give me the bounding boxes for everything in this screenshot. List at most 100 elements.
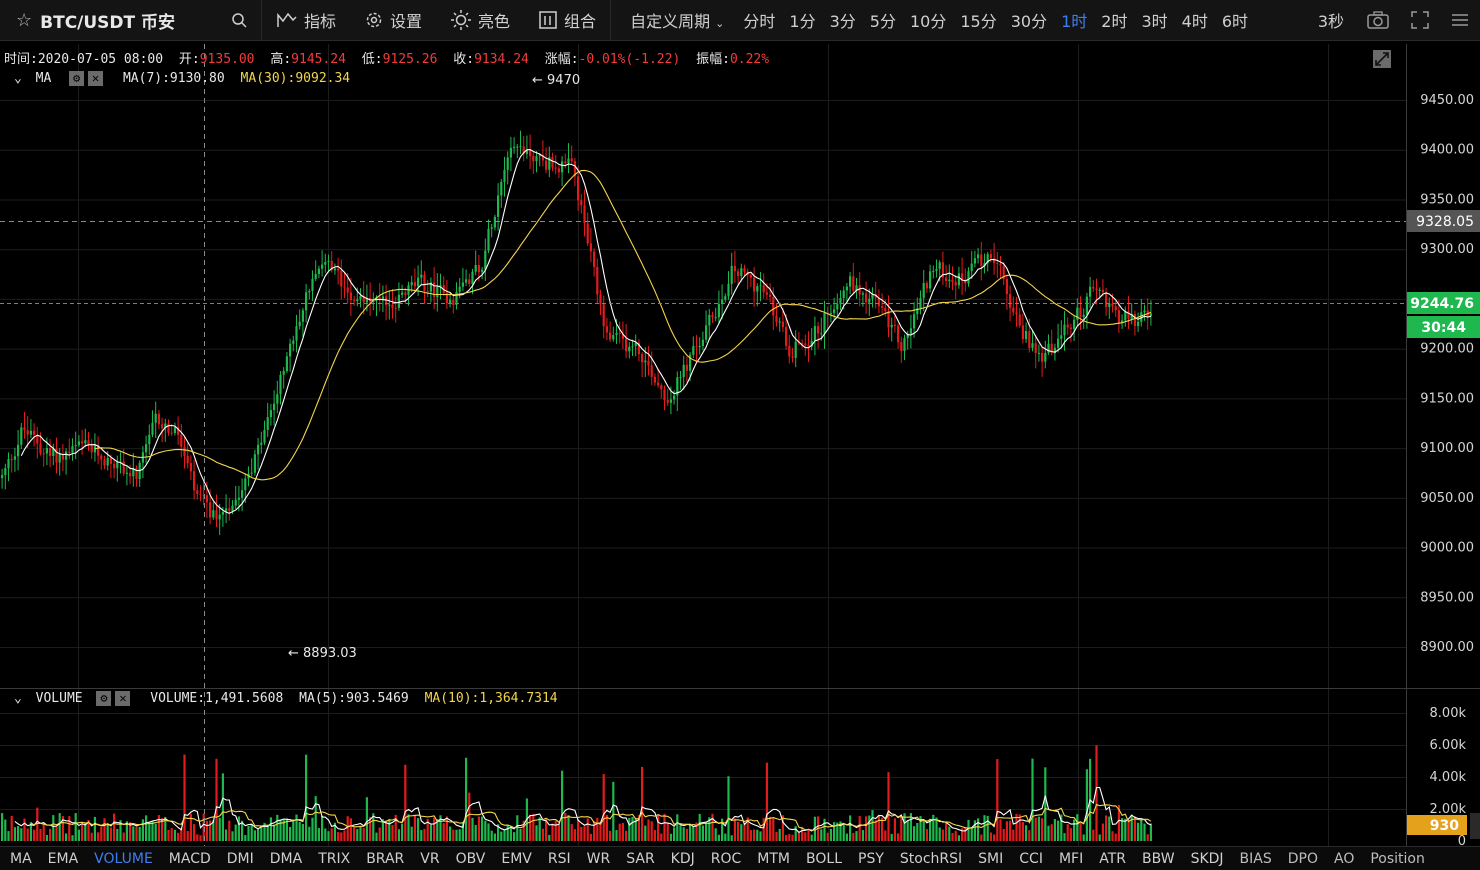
indicator-tab-emv[interactable]: EMV	[501, 850, 532, 867]
indicator-tab-dmi[interactable]: DMI	[226, 850, 254, 867]
candle-body	[29, 430, 32, 435]
volume-bar	[980, 834, 983, 841]
volume-bar	[932, 814, 935, 841]
candle-body	[250, 472, 253, 474]
candle-body	[689, 354, 692, 371]
candle	[743, 264, 746, 276]
indicator-tab-roc[interactable]: ROC	[710, 850, 742, 867]
volume-bar	[273, 824, 276, 841]
volume-close-icon[interactable]: ✕	[115, 691, 131, 706]
period-tab[interactable]: 15分	[960, 12, 997, 31]
indicator-tab-dma[interactable]: DMA	[269, 850, 303, 867]
candle	[362, 280, 365, 315]
indicator-tab-wr[interactable]: WR	[586, 850, 611, 867]
period-tab-active[interactable]: 1时	[1061, 12, 1088, 31]
indicator-tab-position[interactable]: Position	[1370, 850, 1425, 867]
indicator-tab-obv[interactable]: OBV	[455, 850, 486, 867]
indicator-tab-macd[interactable]: MACD	[168, 850, 211, 867]
period-tab[interactable]: 4时	[1181, 12, 1208, 31]
period-tab[interactable]: 5分	[869, 12, 896, 31]
candle	[177, 416, 180, 445]
period-tab[interactable]: 分时	[743, 12, 776, 31]
price-chart[interactable]: 9450.009400.009350.009300.009250.009200.…	[0, 40, 1480, 846]
period-tab[interactable]: 30分	[1010, 12, 1048, 31]
volume-bar	[685, 828, 688, 841]
indicator-tab-brar[interactable]: BRAR	[366, 850, 405, 867]
indicator-tab-skdj[interactable]: SKDJ	[1190, 850, 1224, 867]
candle	[404, 287, 407, 305]
volume-bar	[109, 827, 112, 841]
period-tab[interactable]: 1分	[789, 12, 816, 31]
indicator-tab-stochrsi[interactable]: StochRSI	[899, 850, 963, 867]
indicator-tab-sar[interactable]: SAR	[626, 850, 655, 867]
volume-settings-gear-icon[interactable]: ⚙	[96, 691, 112, 706]
period-tab[interactable]: 3分	[829, 12, 856, 31]
candle-body	[225, 508, 228, 513]
period-tab[interactable]: 2时	[1101, 12, 1128, 31]
ohlc-legend: 时间:2020-07-05 08:00 开:9135.00 高:9145.24 …	[4, 48, 769, 67]
indicator-tab-bbw[interactable]: BBW	[1142, 850, 1175, 867]
indicator-tab-ao[interactable]: AO	[1334, 850, 1355, 867]
settings-button[interactable]: 设置	[350, 0, 436, 40]
indicator-tab-volume[interactable]: VOLUME	[94, 850, 153, 867]
candle	[442, 276, 445, 296]
volume-bar	[23, 818, 26, 841]
volume-bar	[660, 833, 663, 841]
indicator-tab-kdj[interactable]: KDJ	[670, 850, 695, 867]
indicator-tab-mtm[interactable]: MTM	[757, 850, 791, 867]
layout-combo-button[interactable]: 组合	[524, 0, 610, 40]
candle-body	[762, 285, 765, 293]
volume-bar	[538, 817, 541, 841]
candle	[481, 267, 484, 280]
candle	[705, 310, 708, 343]
indicators-button[interactable]: 指标	[262, 0, 350, 40]
candle	[1130, 303, 1133, 325]
indicator-tab-ma[interactable]: MA	[10, 850, 32, 867]
refresh-interval[interactable]: 3秒	[1317, 12, 1344, 31]
period-tab[interactable]: 6时	[1221, 12, 1249, 31]
candle-body	[881, 306, 884, 308]
menu-icon[interactable]	[1450, 10, 1470, 30]
expand-chart-icon[interactable]	[1373, 50, 1391, 68]
custom-period-dropdown[interactable]: 自定义周期 ⌄	[623, 8, 736, 32]
indicator-tab-cci[interactable]: CCI	[1019, 850, 1043, 867]
indicator-tab-vr[interactable]: VR	[420, 850, 440, 867]
indicator-tab-ema[interactable]: EMA	[47, 850, 79, 867]
volume-bar	[436, 819, 439, 841]
symbol-name[interactable]: BTC/USDT 币安	[40, 12, 176, 33]
ma-settings-gear-icon[interactable]: ⚙	[69, 71, 85, 86]
indicator-tab-bias[interactable]: BIAS	[1239, 850, 1272, 867]
candle-body	[471, 271, 474, 285]
candle	[746, 268, 749, 290]
symbol-selector[interactable]: ☆ BTC/USDT 币安	[0, 0, 262, 40]
period-tab[interactable]: 10分	[909, 12, 947, 31]
candle	[100, 453, 103, 470]
volume-bar	[164, 816, 167, 841]
volume-bar	[177, 832, 180, 841]
indicator-tab-atr[interactable]: ATR	[1099, 850, 1126, 867]
candle	[1143, 304, 1146, 321]
indicator-tab-psy[interactable]: PSY	[858, 850, 884, 867]
indicator-tab-smi[interactable]: SMI	[978, 850, 1004, 867]
indicator-tab-trix[interactable]: TRIX	[318, 850, 351, 867]
candle	[1012, 296, 1015, 316]
collapse-chevron-icon[interactable]: ⌄	[14, 691, 22, 706]
favorite-star-icon[interactable]: ☆	[16, 9, 33, 31]
theme-toggle-button[interactable]: 亮色	[436, 0, 524, 40]
collapse-chevron-icon[interactable]: ⌄	[14, 71, 22, 86]
ma-close-icon[interactable]: ✕	[88, 71, 104, 86]
volume-bar	[548, 834, 551, 841]
candle	[941, 251, 944, 285]
candle-body	[951, 279, 954, 283]
indicator-tab-dpo[interactable]: DPO	[1287, 850, 1318, 867]
indicator-tab-rsi[interactable]: RSI	[547, 850, 571, 867]
indicator-tab-mfi[interactable]: MFI	[1058, 850, 1084, 867]
period-tab[interactable]: 3时	[1141, 12, 1168, 31]
camera-icon[interactable]	[1366, 10, 1390, 30]
fullscreen-icon[interactable]	[1410, 10, 1430, 30]
indicator-tab-boll[interactable]: BOLL	[806, 850, 842, 867]
search-icon[interactable]	[231, 12, 247, 28]
volume-bar	[941, 829, 944, 841]
candle	[199, 485, 202, 502]
volume-bar	[929, 818, 932, 841]
